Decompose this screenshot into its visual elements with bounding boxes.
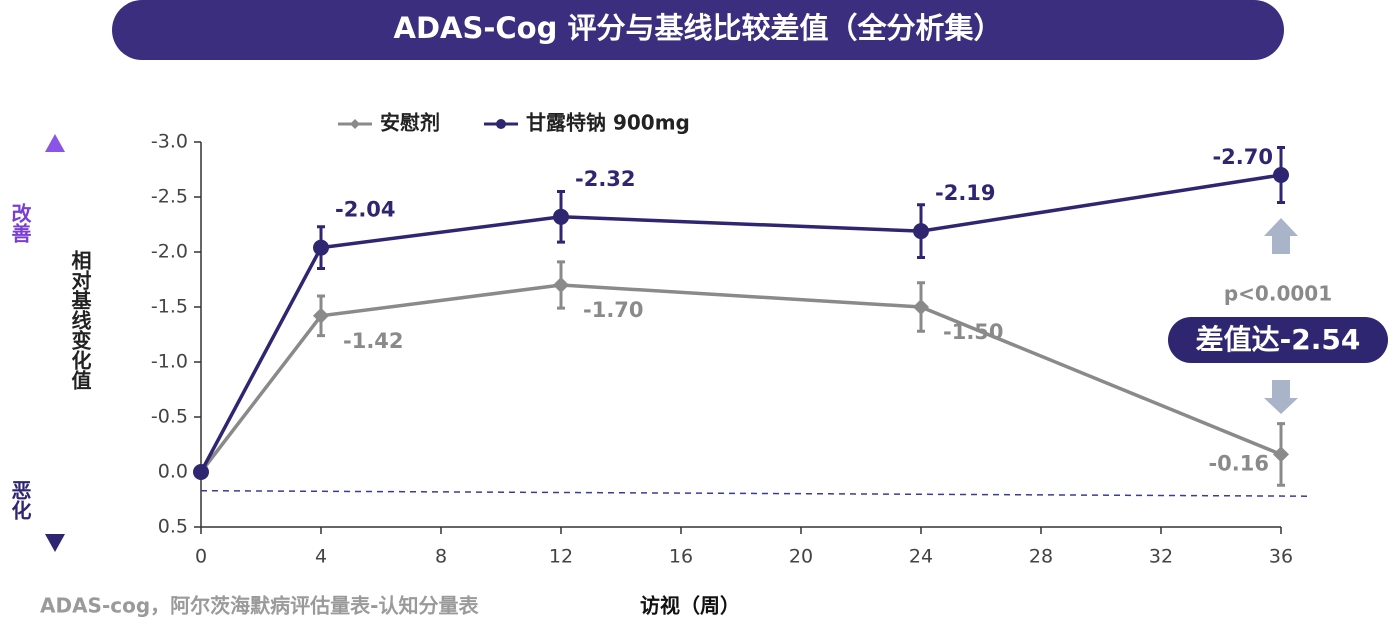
p-value: p<0.0001 (1224, 282, 1332, 306)
reference-line (200, 489, 1310, 497)
data-point (553, 277, 569, 293)
difference-label: 差值达-2.54 (1196, 323, 1361, 356)
data-point (913, 223, 929, 240)
header-title: ADAS-Cog 评分与基线比较差值（全分析集） (394, 11, 1003, 45)
y-tick-label: -3.0 (151, 131, 188, 153)
header-bar (112, 0, 1284, 60)
value-label: -2.32 (575, 167, 636, 191)
data-point (1273, 446, 1289, 463)
data-point (913, 299, 929, 315)
data-point (553, 208, 569, 225)
value-label: -2.04 (335, 198, 396, 222)
y-tick-label: 0.5 (158, 516, 188, 538)
x-tick-label: 16 (669, 546, 693, 568)
x-axis-label: 访视（周） (640, 594, 740, 618)
value-label: -0.16 (1208, 451, 1269, 475)
y-axis-label: 相对基线变化值 (68, 249, 92, 391)
series-line (199, 283, 1282, 474)
y-bottom-label: 恶化 (8, 480, 32, 520)
x-tick-label: 0 (195, 546, 207, 568)
y-tick-label: -1.0 (151, 351, 188, 373)
data-point (313, 239, 329, 256)
value-label: -2.19 (935, 181, 996, 205)
x-tick-label: 8 (435, 546, 447, 568)
footnote: ADAS-cog，阿尔茨海默病评估量表-认知分量表 (40, 594, 479, 618)
up-arrow (1264, 218, 1298, 254)
x-tick-label: 32 (1149, 546, 1173, 568)
x-tick-label: 4 (315, 546, 327, 568)
value-label: -2.70 (1212, 145, 1273, 169)
y-tick-label: -0.5 (151, 406, 188, 428)
legend-marker (350, 119, 360, 129)
value-label: -1.42 (343, 329, 404, 353)
x-tick-label: 24 (909, 546, 933, 568)
data-point (313, 307, 329, 324)
difference-pill (1168, 317, 1388, 363)
data-point (193, 464, 209, 480)
y-tick-label: -2.0 (151, 241, 188, 263)
legend-label: 甘露特钠 900mg (526, 111, 690, 135)
value-label: -1.50 (943, 320, 1004, 344)
y-tick-label: -1.5 (151, 296, 188, 318)
x-tick-label: 36 (1269, 546, 1293, 568)
arrow-head (45, 134, 65, 152)
y-tick-label: -2.5 (151, 186, 188, 208)
value-label: -1.70 (583, 298, 644, 322)
x-tick-label: 12 (549, 546, 573, 568)
legend-label: 安慰剂 (380, 111, 440, 135)
y-top-label: 改善 (8, 202, 32, 244)
y-tick-label: 0.0 (158, 461, 188, 483)
legend-marker (496, 119, 506, 129)
x-tick-label: 20 (789, 546, 813, 568)
x-tick-label: 28 (1029, 546, 1053, 568)
down-arrow (1264, 380, 1298, 414)
data-point (1273, 167, 1289, 183)
arrow-head (45, 534, 65, 552)
